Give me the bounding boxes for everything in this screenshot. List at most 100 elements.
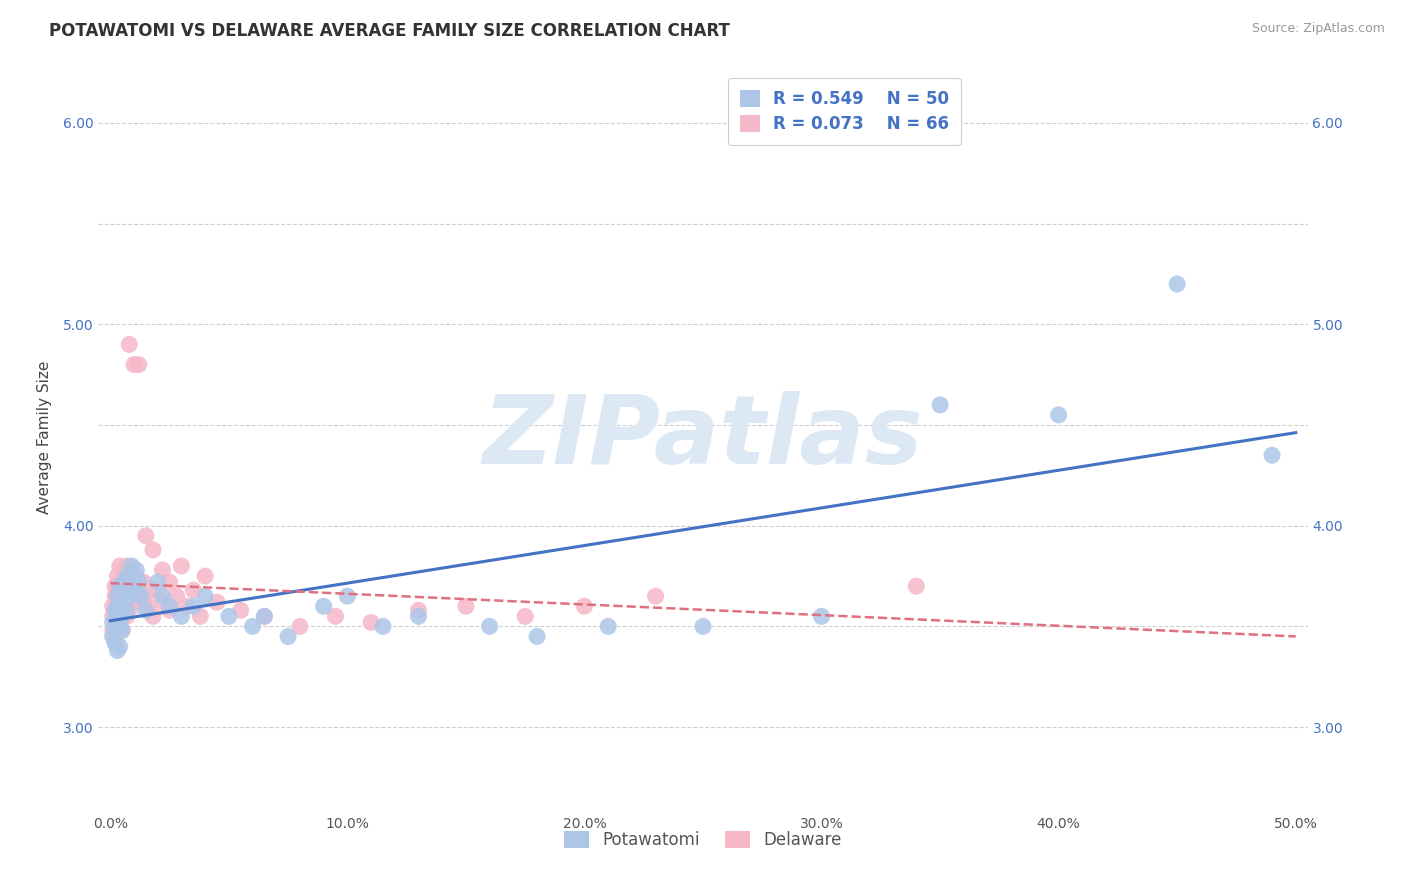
Point [122,358,145,372]
Point [159,599,181,614]
Point [598,619,620,633]
Point [108,579,131,593]
Point [1047,408,1070,422]
Point [101,599,124,614]
Point [105,569,128,583]
Legend: Potawatomi, Delaware: Potawatomi, Delaware [558,824,848,855]
Point [408,603,430,617]
Point [152,563,174,577]
Point [181,599,204,614]
Point [194,589,217,603]
Point [125,563,148,577]
Point [146,583,169,598]
Point [114,575,136,590]
Point [277,630,299,644]
Point [114,563,136,577]
Point [114,579,136,593]
Point [101,624,124,638]
Point [105,609,128,624]
Point [111,609,134,624]
Point [253,609,276,624]
Point [159,575,181,590]
Point [105,583,128,598]
Point [121,583,143,598]
Point [135,529,157,543]
Point [101,615,124,630]
Point [115,603,138,617]
Point [288,619,311,633]
Point [132,575,155,590]
Point [242,619,264,633]
Point [142,542,165,557]
Point [104,624,127,638]
Point [159,603,181,617]
Point [644,589,666,603]
Point [170,559,193,574]
Point [1166,277,1188,291]
Point [515,609,537,624]
Point [105,643,128,657]
Point [121,569,143,583]
Point [111,624,134,638]
Point [128,583,150,598]
Point [118,575,141,590]
Point [336,589,359,603]
Point [170,609,193,624]
Point [105,599,128,614]
Point [152,589,174,603]
Point [526,630,548,644]
Point [115,589,138,603]
Point [108,640,131,654]
Point [692,619,714,633]
Point [312,599,335,614]
Point [108,559,131,574]
Point [111,624,134,638]
Point [122,579,145,593]
Point [121,559,143,574]
Point [146,575,169,590]
Point [325,609,347,624]
Point [135,603,157,617]
Point [118,337,141,351]
Point [105,589,128,603]
Point [194,569,217,583]
Point [122,583,145,598]
Point [115,609,138,624]
Point [114,583,136,598]
Point [253,609,276,624]
Point [190,609,212,624]
Point [115,559,138,574]
Point [810,609,832,624]
Point [105,599,128,614]
Point [454,599,477,614]
Point [478,619,501,633]
Point [136,599,159,614]
Point [408,609,430,624]
Point [108,589,131,603]
Point [174,599,197,614]
Point [105,615,128,630]
Point [905,579,928,593]
Point [128,575,150,590]
Point [108,603,131,617]
Point [118,603,141,617]
Point [129,595,152,609]
Point [574,599,596,614]
Point [129,589,152,603]
Point [929,398,952,412]
Point [104,635,127,649]
Y-axis label: Average Family Size: Average Family Size [37,360,52,514]
Point [108,575,131,590]
Point [1261,448,1284,462]
Point [125,569,148,583]
Point [101,630,124,644]
Point [111,595,134,609]
Text: ZIPatlas: ZIPatlas [482,391,924,483]
Point [115,569,138,583]
Point [122,595,145,609]
Point [104,635,127,649]
Point [118,589,141,603]
Point [128,358,150,372]
Text: Source: ZipAtlas.com: Source: ZipAtlas.com [1251,22,1385,36]
Point [360,615,382,630]
